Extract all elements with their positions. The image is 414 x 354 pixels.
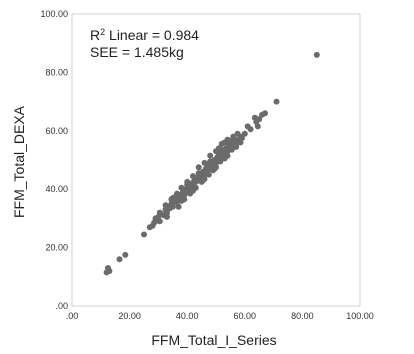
y-axis-ticks: .00 20.00 40.00 60.00 80.00 100.00 — [40, 9, 68, 311]
x-tick-label: 20.00 — [118, 311, 141, 321]
data-point — [217, 158, 224, 165]
data-point — [200, 177, 206, 184]
data-point — [190, 173, 196, 180]
data-point — [273, 98, 280, 105]
data-point — [313, 51, 320, 58]
data-point — [241, 130, 248, 137]
data-point — [187, 190, 194, 197]
data-point — [122, 251, 129, 258]
data-point — [228, 146, 235, 153]
y-tick-label: .00 — [55, 301, 68, 311]
data-point — [224, 136, 231, 143]
data-point — [195, 170, 202, 177]
r-squared-annotation: R2 Linear = 0.984 — [90, 27, 199, 43]
x-tick-label: 60.00 — [234, 311, 257, 321]
data-point — [262, 110, 268, 117]
data-point — [168, 196, 175, 203]
data-point — [174, 190, 181, 197]
x-tick-label: 40.00 — [176, 311, 199, 321]
data-point — [175, 203, 182, 210]
y-tick-label: 60.00 — [45, 126, 68, 136]
data-point — [156, 218, 163, 225]
data-point — [151, 219, 158, 226]
x-tick-label: 100.00 — [346, 311, 374, 321]
x-tick-label: .00 — [66, 311, 79, 321]
data-point — [178, 184, 185, 191]
x-axis-title: FFM_Total_I_Series — [151, 332, 276, 348]
data-point — [218, 140, 225, 147]
data-point — [207, 152, 214, 159]
data-point — [237, 139, 244, 146]
data-point — [223, 152, 230, 159]
y-tick-label: 40.00 — [45, 184, 68, 194]
x-tick-label: 80.00 — [291, 311, 314, 321]
data-point — [205, 171, 212, 178]
data-point — [254, 123, 261, 130]
data-point — [234, 130, 241, 137]
points-layer — [103, 51, 320, 276]
data-point — [116, 256, 123, 263]
data-point — [230, 133, 237, 140]
data-point — [164, 209, 170, 216]
data-point — [141, 231, 147, 238]
see-annotation: SEE = 1.485kg — [90, 44, 184, 60]
data-point — [162, 202, 169, 209]
data-point — [181, 196, 188, 203]
data-point — [244, 123, 251, 130]
data-point — [201, 171, 208, 178]
y-tick-label: 80.00 — [45, 67, 68, 77]
y-axis-title: FFM_Total_DEXA — [11, 105, 27, 218]
data-point — [213, 148, 219, 155]
data-point — [156, 209, 163, 216]
data-point — [195, 164, 202, 171]
data-point — [184, 178, 191, 185]
y-tick-label: 20.00 — [45, 243, 68, 253]
data-point — [106, 268, 113, 274]
data-point — [251, 114, 258, 121]
data-point — [164, 213, 170, 220]
data-point — [201, 159, 208, 166]
x-axis-ticks: .00 20.00 40.00 60.00 80.00 100.00 — [66, 311, 374, 321]
data-point — [211, 165, 218, 172]
y-tick-label: 100.00 — [40, 9, 68, 19]
plot-frame — [71, 13, 361, 307]
data-point — [169, 203, 176, 210]
data-point — [192, 184, 199, 191]
